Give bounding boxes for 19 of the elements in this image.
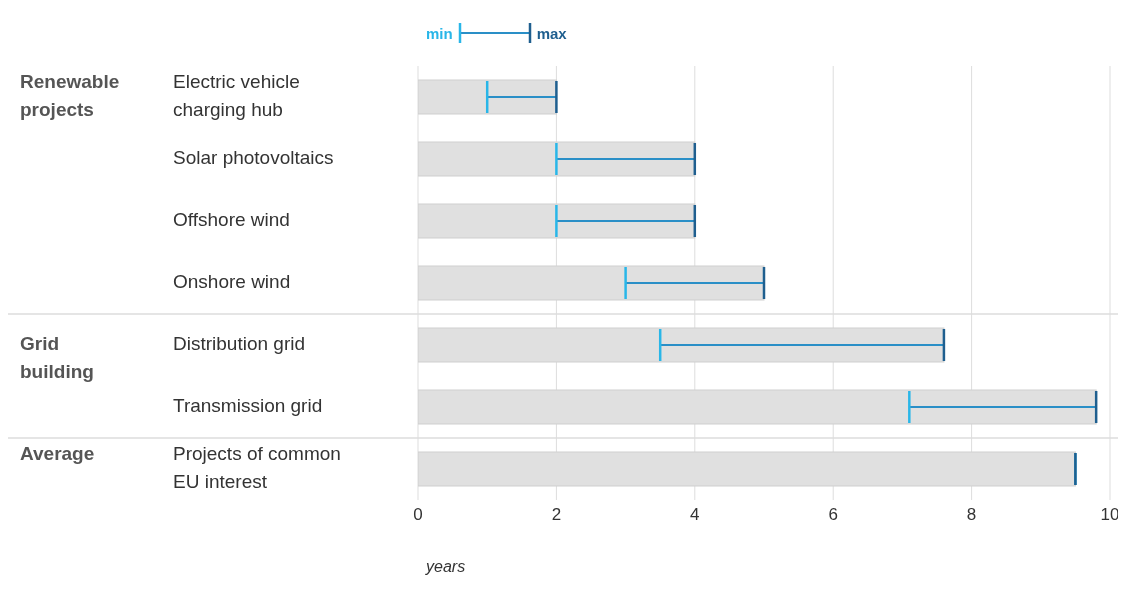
y-tick-label: Electric vehicle charging hub	[173, 71, 300, 121]
text: Grid building	[20, 333, 94, 383]
x-tick-label: 10	[1100, 505, 1120, 525]
y-tick-label: Transmission grid	[173, 395, 323, 417]
y-tick-label: Projects of common EU interest	[173, 443, 341, 493]
text: Average	[20, 443, 95, 465]
y-tick-label: Offshore wind	[173, 209, 290, 231]
text: Renewable projects	[20, 71, 120, 121]
x-tick-label: 2	[551, 505, 562, 525]
x-tick-label: 6	[828, 505, 838, 525]
y-tick-label: Solar photovoltaics	[173, 147, 334, 169]
x-tick-label: 8	[966, 505, 977, 525]
x-tick-label: 0	[413, 505, 423, 525]
text: min	[426, 24, 453, 42]
y-tick-label: Onshore wind	[173, 271, 291, 293]
x-tick-label: 4	[690, 505, 700, 525]
y-tick-label: Distribution grid	[173, 333, 305, 355]
x-axis-title: years	[425, 558, 466, 575]
text: max	[536, 24, 567, 42]
